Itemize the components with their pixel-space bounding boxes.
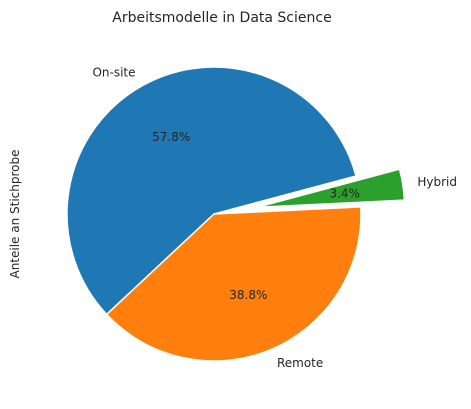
- slice-percent-label: 38.8%: [229, 288, 267, 302]
- slice-label: Hybrid: [417, 175, 457, 189]
- slice-label: On-site: [92, 66, 135, 80]
- slice-label: Remote: [277, 356, 323, 370]
- slice-percent-label: 3.4%: [329, 187, 360, 201]
- slice-percent-label: 57.8%: [152, 130, 190, 144]
- pie-slice-on-site: [66, 66, 357, 316]
- y-axis-label: Anteile an Stichprobe: [8, 149, 22, 278]
- pie-slices: [66, 66, 406, 362]
- pie-slice-hybrid: [257, 168, 406, 208]
- chart-title: Arbeitsmodelle in Data Science: [112, 10, 331, 26]
- pie-labels: On-site 57.8% Remote 38.8% Hybrid 3.4%: [92, 66, 457, 370]
- pie-slice-remote: [105, 206, 362, 362]
